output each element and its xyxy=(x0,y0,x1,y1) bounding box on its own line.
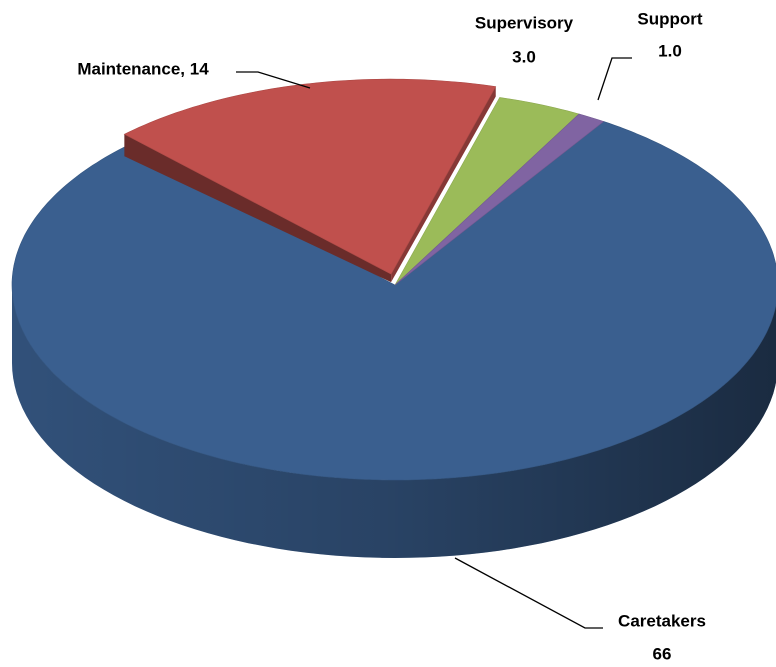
slice-top xyxy=(11,121,776,481)
slice-edge xyxy=(124,134,392,283)
slice xyxy=(394,97,580,286)
leader-line xyxy=(454,557,603,629)
slice-top xyxy=(394,97,580,286)
data-label: 3.0 xyxy=(512,47,536,66)
slice-side-shade xyxy=(12,285,776,558)
data-label: Support xyxy=(637,9,702,28)
slice-top xyxy=(394,113,605,286)
data-label: 1.0 xyxy=(658,41,682,60)
slice-edge xyxy=(391,86,496,283)
data-label: Caretakers xyxy=(618,611,706,630)
leader-line xyxy=(597,57,632,101)
leader-line xyxy=(236,71,311,89)
data-label: Maintenance, 14 xyxy=(77,59,209,78)
slice xyxy=(394,113,605,286)
slice-top xyxy=(123,78,497,275)
slice xyxy=(11,121,776,558)
slice xyxy=(123,78,497,283)
data-label: 66 xyxy=(653,644,672,663)
data-label: Supervisory xyxy=(475,13,574,32)
